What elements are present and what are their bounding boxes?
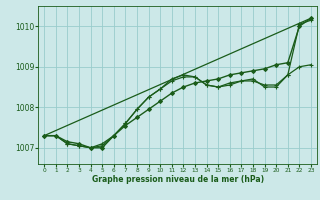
X-axis label: Graphe pression niveau de la mer (hPa): Graphe pression niveau de la mer (hPa) — [92, 175, 264, 184]
